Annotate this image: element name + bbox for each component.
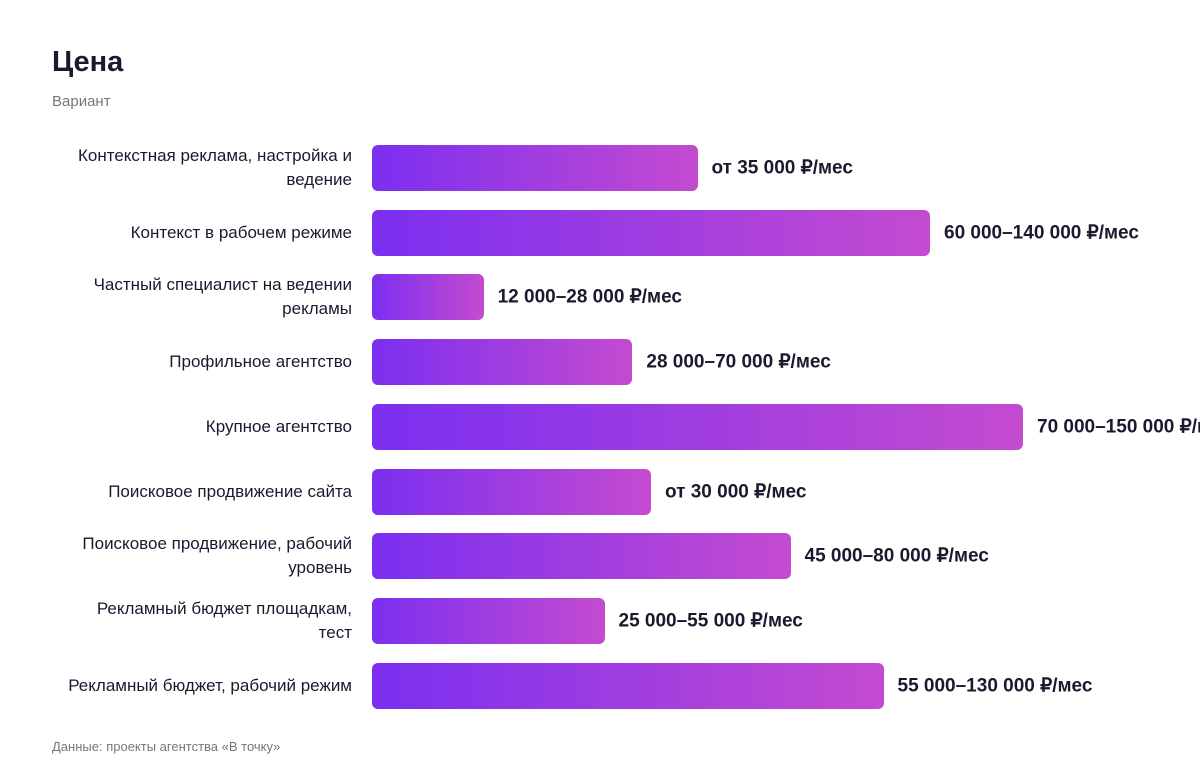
value-label: 12 000–28 000 ₽/мес: [497, 286, 682, 308]
category-label: Контекстная реклама, настройка и ведение: [77, 146, 352, 189]
value-label: 55 000–130 000 ₽/мес: [897, 675, 1093, 697]
value-label: от 35 000 ₽/мес: [711, 157, 853, 179]
value-label: 45 000–80 000 ₽/мес: [804, 545, 989, 567]
category-label: Поисковое продвижение сайта: [108, 481, 352, 501]
bar: [372, 403, 1023, 450]
value-label: 70 000–150 000 ₽/мес: [1037, 416, 1200, 438]
category-label: Поисковое продвижение, рабочий уровень: [82, 534, 352, 578]
bar: [372, 274, 484, 321]
value-label: 25 000–55 000 ₽/мес: [618, 610, 803, 632]
value-label: 60 000–140 000 ₽/мес: [944, 222, 1139, 244]
bar: [372, 209, 930, 256]
value-label: 28 000–70 000 ₽/мес: [646, 351, 831, 373]
category-label: Рекламный бюджет, рабочий режим: [68, 675, 352, 695]
category-label: Частный специалист на ведении рекламы: [93, 275, 352, 319]
category-label: Рекламный бюджет площадкам, тест: [96, 598, 352, 642]
category-label: Контекст в рабочем режиме: [130, 222, 352, 242]
bar: [372, 339, 633, 386]
chart-subtitle: Вариант: [52, 93, 111, 110]
category-label: Профильное агентство: [169, 352, 352, 372]
bar: [372, 597, 605, 644]
bar: [372, 662, 884, 709]
bar: [372, 533, 791, 580]
bar: [372, 468, 651, 515]
value-label: от 30 000 ₽/мес: [665, 481, 807, 502]
source-note: Данные: проекты агентства «В точку»: [52, 739, 281, 754]
category-label: Крупное агентство: [205, 416, 352, 436]
chart-title: Цена: [52, 46, 124, 78]
bar: [372, 145, 698, 191]
